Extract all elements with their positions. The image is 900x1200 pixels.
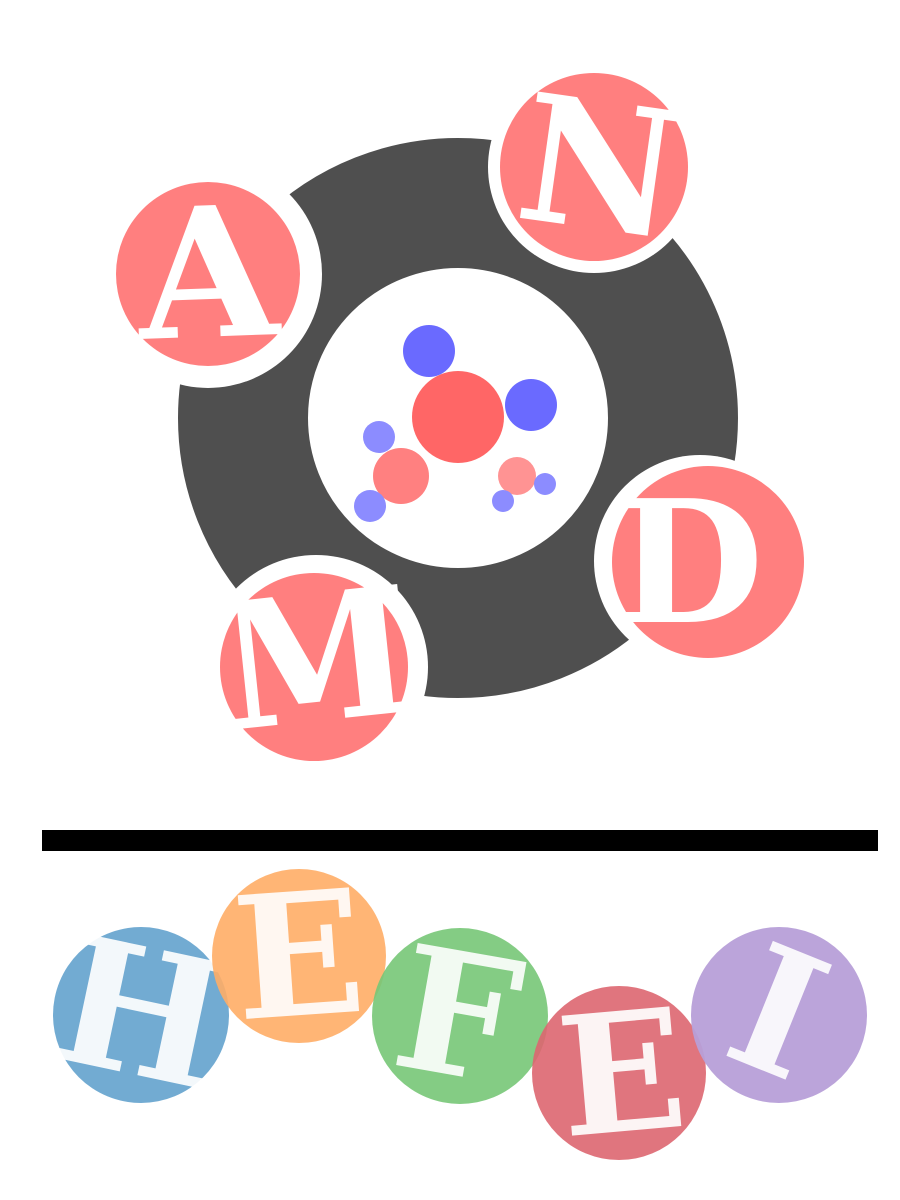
letter-d: D <box>616 463 763 663</box>
letter-e-first: E <box>227 852 370 1061</box>
city-letter-badge-e2: E <box>532 971 706 1175</box>
molecule-atom <box>534 473 556 495</box>
molecule-atom <box>492 490 514 512</box>
molecule-atom <box>403 325 455 377</box>
molecule-atom <box>373 448 429 504</box>
letter-f: F <box>381 907 535 1125</box>
city-letters: H E F E I <box>39 852 867 1175</box>
molecule-atom <box>354 490 386 522</box>
city-letter-badge-f: F <box>372 907 548 1125</box>
molecule-atom <box>498 457 536 495</box>
city-letter-badge-i: I <box>691 905 867 1121</box>
letter-h: H <box>39 897 243 1132</box>
molecule-atom <box>505 379 557 431</box>
top-letter-badge-n: N <box>488 55 700 281</box>
top-letter-badge-m: M <box>204 548 428 779</box>
letter-a: A <box>133 166 284 382</box>
molecule-atom <box>363 421 395 453</box>
letter-n: N <box>507 55 694 280</box>
molecule-atom-center <box>412 371 504 463</box>
top-letter-badge-d: D <box>594 455 806 667</box>
top-letter-badge-a: A <box>94 160 322 388</box>
city-letter-badge-e1: E <box>212 852 386 1061</box>
city-letter-badge-h: H <box>39 897 243 1132</box>
dark-ring <box>178 138 738 698</box>
divider-bar <box>42 830 878 851</box>
letter-m: M <box>209 548 423 772</box>
molecule-icon <box>354 325 557 522</box>
letter-e-second: E <box>551 971 693 1175</box>
